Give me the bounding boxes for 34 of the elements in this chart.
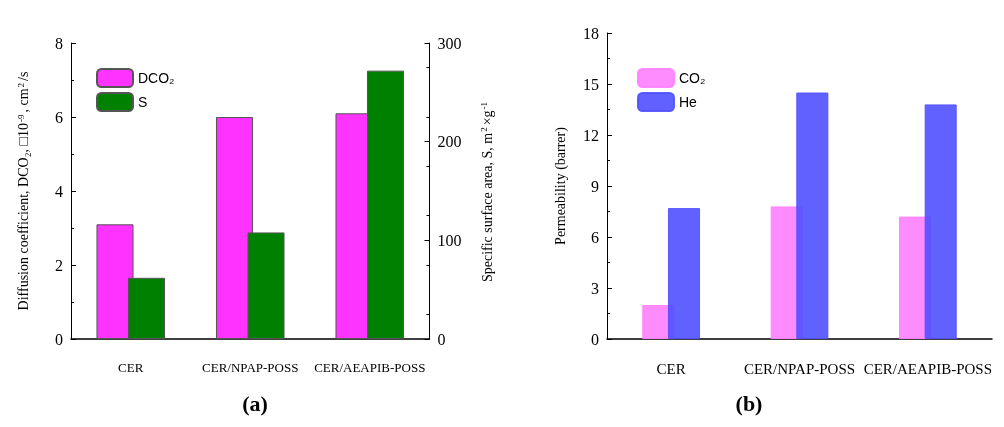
y-tick-label: 3 [591, 279, 599, 297]
y2-tick-label: 100 [437, 231, 462, 249]
y-tick-label: 0 [591, 330, 599, 348]
bar [924, 104, 957, 339]
y-tick-label: 15 [583, 75, 599, 93]
x-tick-label: CER [118, 360, 144, 375]
y-tick-label: 2 [55, 256, 63, 274]
x-tick-label: CER/NPAP-POSS [202, 360, 299, 375]
text: (a) [242, 390, 268, 416]
y-axis-title: Permeability (barrer) [552, 126, 569, 245]
y-tick-label: 4 [55, 182, 63, 200]
y-tick-label: 6 [55, 108, 63, 126]
y2-axis-title: Specific surface area, S, m2×g-1 [479, 101, 495, 283]
bar [796, 92, 829, 339]
y2-tick-label: 0 [437, 330, 446, 348]
bar [667, 208, 701, 339]
text: (b) [735, 390, 763, 416]
legend-label: DCO₂ [138, 70, 175, 86]
y2-tick-label: 300 [437, 34, 462, 52]
legend-label: S [138, 94, 148, 110]
y-tick-label: 9 [591, 177, 599, 195]
x-tick-label: CER [656, 360, 686, 377]
y-tick-label: 12 [583, 126, 599, 144]
x-tick-label: CER/NPAP-POSS [743, 360, 856, 377]
legend-label: CO₂ [679, 70, 706, 86]
y-tick-label: 6 [591, 228, 599, 246]
y-axis-title: Diffusion coefficient, DCO₂, □10-9, cm2/s [15, 71, 31, 311]
y-tick-label: 0 [55, 330, 63, 348]
x-tick-label: CER/AEAPIB-POSS [314, 360, 426, 375]
legend-label: He [679, 94, 698, 110]
y-tick-label: 8 [55, 34, 63, 52]
x-tick-label: CER/AEAPIB-POSS [863, 360, 993, 377]
y-tick-label: 18 [583, 24, 599, 42]
y2-tick-label: 200 [437, 133, 462, 151]
